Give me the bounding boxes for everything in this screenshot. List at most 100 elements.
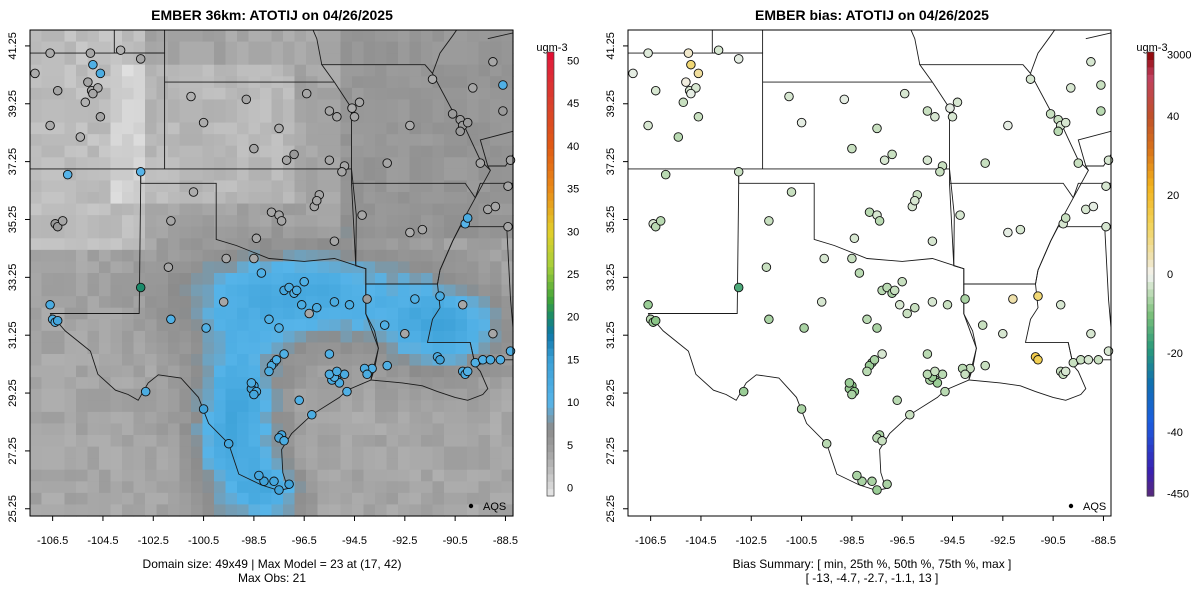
grid-cell: [340, 330, 353, 344]
grid-cell: [202, 423, 215, 436]
aqs-monitor-point: [188, 187, 199, 197]
grid-cell: [444, 87, 457, 101]
grid-cell: [375, 249, 388, 263]
state-boundary-line: [437, 226, 513, 285]
grid-cell: [329, 423, 342, 436]
grid-cell: [156, 145, 169, 158]
grid-cell: [248, 342, 261, 355]
grid-cell: [352, 249, 365, 263]
grid-cell: [317, 41, 330, 54]
grid-cell: [179, 435, 192, 448]
grid-cell: [237, 203, 250, 216]
grid-cell: [283, 168, 296, 182]
grid-cell: [41, 30, 54, 43]
aqs-monitor-point: [400, 328, 410, 339]
grid-cell: [110, 134, 123, 147]
grid-cell: [202, 458, 215, 471]
grid-cell: [271, 388, 284, 401]
grid-cell: [363, 168, 376, 182]
grid-cell: [30, 481, 43, 494]
state-boundary-line: [474, 182, 513, 198]
grid-cell: [202, 273, 215, 286]
grid-cell: [340, 215, 353, 228]
colorbar-segment: [547, 459, 554, 467]
grid-cell: [340, 423, 353, 436]
grid-cell: [432, 400, 445, 413]
grid-cell: [260, 226, 273, 239]
state-boundary-line: [469, 342, 513, 367]
x-tick-label: -100.5: [786, 535, 817, 547]
grid-cell: [30, 168, 43, 182]
grid-cell: [386, 226, 399, 239]
grid-cell: [99, 284, 112, 297]
grid-cell: [145, 319, 158, 332]
colorbar-segment: [1147, 74, 1154, 83]
grid-cell: [329, 30, 342, 43]
aqs-monitor-point: [296, 300, 307, 310]
grid-cell: [87, 180, 100, 193]
grid-cell: [490, 145, 503, 158]
colorbar-segment: [547, 303, 554, 312]
grid-cell: [41, 76, 54, 89]
grid-cell: [363, 249, 376, 263]
y-tick-label: 39.25: [605, 90, 617, 118]
grid-cell: [444, 203, 457, 216]
grid-cell: [168, 111, 181, 124]
grid-cell: [225, 377, 238, 390]
grid-cell: [375, 435, 388, 448]
grid-cell: [306, 249, 319, 263]
grid-cell: [455, 342, 468, 355]
grid-cell: [237, 492, 250, 506]
grid-cell: [225, 492, 238, 506]
grid-cell: [87, 481, 100, 494]
grid-cell: [294, 423, 307, 436]
grid-cell: [156, 446, 169, 459]
aqs-monitor-point: [1101, 221, 1111, 232]
grid-cell: [110, 504, 123, 517]
grid-cell: [432, 435, 445, 448]
grid-cell: [110, 53, 123, 66]
grid-cell: [283, 238, 296, 251]
grid-cell: [340, 145, 353, 158]
grid-cell: [179, 249, 192, 263]
grid-cell: [340, 87, 353, 101]
aqs-monitor-point: [75, 132, 86, 142]
grid-cell: [99, 400, 112, 413]
grid-cell: [248, 354, 261, 367]
grid-cell: [283, 261, 296, 274]
grid-cell: [306, 273, 319, 286]
grid-cell: [409, 435, 422, 448]
grid-cell: [237, 319, 250, 332]
grid-cell: [99, 411, 112, 425]
grid-cell: [501, 365, 514, 378]
grid-cell: [156, 504, 169, 517]
grid-cell: [64, 284, 77, 297]
grid-cell: [191, 238, 204, 251]
grid-cell: [260, 284, 273, 297]
aqs-monitor-point: [940, 386, 950, 397]
grid-cell: [179, 319, 192, 332]
grid-cell: [76, 342, 89, 355]
colorbar-tick-label: -20: [1167, 348, 1183, 360]
grid-cell: [501, 411, 514, 425]
grid-cell: [501, 249, 514, 263]
grid-cell: [133, 435, 146, 448]
aqs-monitor-point: [312, 302, 322, 313]
grid-cell: [225, 365, 238, 378]
grid-cell: [179, 261, 192, 274]
grid-cell: [398, 481, 411, 494]
grid-cell: [352, 168, 365, 182]
grid-cell: [179, 388, 192, 401]
grid-cell: [76, 458, 89, 471]
grid-cell: [41, 261, 54, 274]
grid-cell: [237, 64, 250, 77]
grid-cell: [41, 249, 54, 263]
grid-cell: [122, 377, 135, 390]
grid-cell: [271, 226, 284, 239]
grid-cell: [237, 215, 250, 228]
aqs-monitor-point: [281, 155, 292, 165]
colorbar-segment: [547, 466, 554, 475]
aqs-monitor-point: [854, 268, 865, 278]
grid-cell: [214, 423, 227, 436]
